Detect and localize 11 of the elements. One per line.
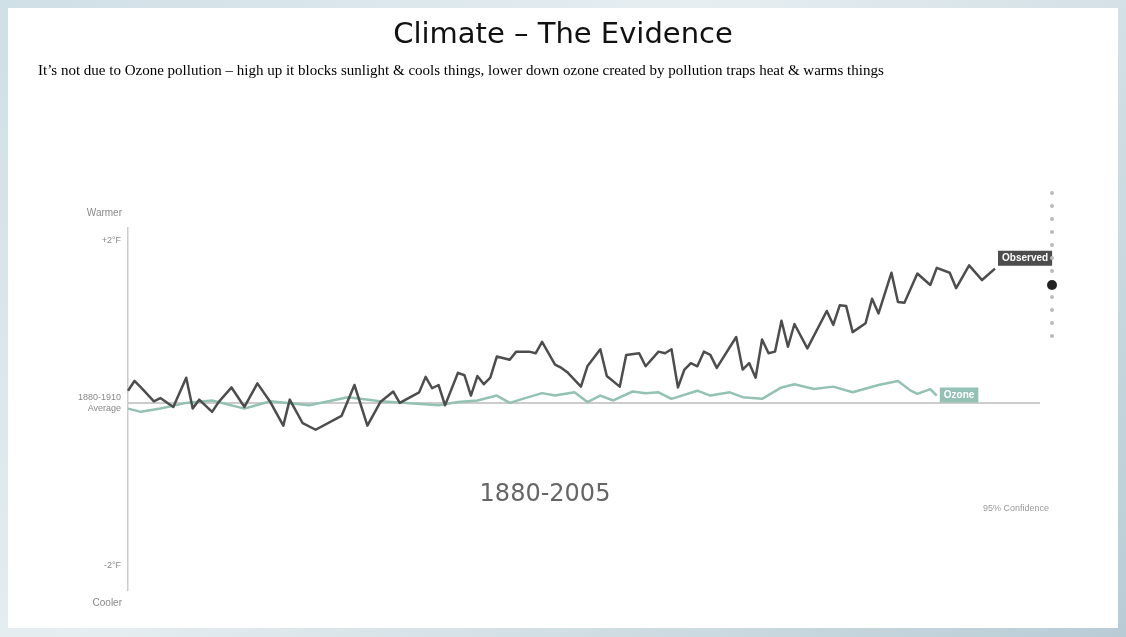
y-axis-title: Warmer — [86, 207, 123, 218]
annotation: 95% Confidence — [983, 503, 1050, 513]
annotation: 1880-2005 — [479, 479, 611, 507]
y-tick-label: +2°F — [101, 234, 122, 245]
chart-subtitle: It’s not due to Ozone pollution – high up it blocks sunlight & cools things, lower down ozone created by pollution traps heat & warms things — [38, 61, 885, 80]
y-tick-label: 1880-1910 Average — [77, 391, 121, 413]
chart-title: Climate – The Evidence — [392, 16, 734, 50]
y-tick-label: -2°F — [103, 560, 122, 571]
text: Cooler — [92, 597, 123, 608]
series-label: Ozone — [943, 388, 975, 400]
series-label: Observed — [1002, 251, 1049, 263]
